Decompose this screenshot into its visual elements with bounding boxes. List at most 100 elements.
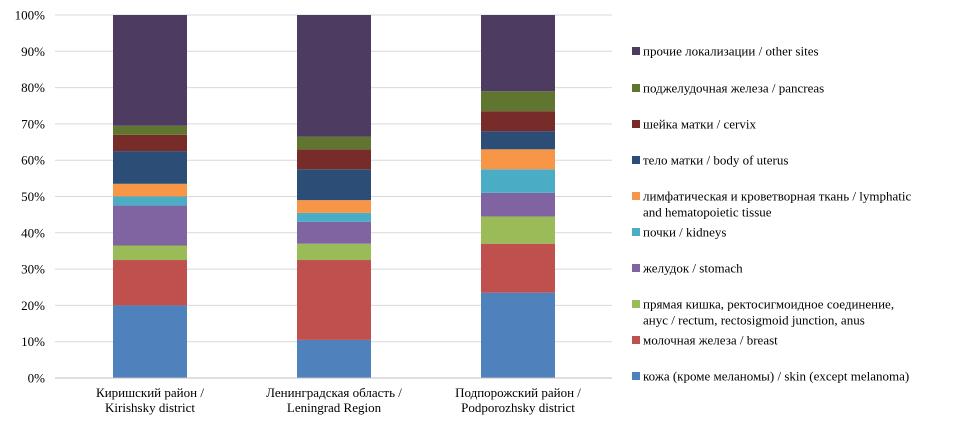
bar-segment <box>113 134 187 152</box>
legend-label: тело матки / body of uterus <box>643 153 788 168</box>
legend-item: шейка матки / cervix <box>632 117 756 132</box>
x-category-label: Подпорожский район / Podporozhsky distric… <box>455 385 581 415</box>
x-category-label-line: Ленинградская область / <box>266 385 402 400</box>
legend-label: поджелудочная железа / pancreas <box>643 81 824 96</box>
legend-item: лимфатическая и кроветворная ткань / lym… <box>632 189 912 220</box>
legend-swatch <box>632 264 640 272</box>
bar-segment <box>113 260 187 306</box>
x-category-label-line: Leningrad Region <box>287 400 382 415</box>
x-axis-category-labels: Киришский район / Kirishsky district Ленин… <box>96 385 581 415</box>
legend-label: молочная железа / breast <box>643 333 778 348</box>
x-category-label-line: Podporozhsky district <box>461 400 575 415</box>
legend-swatch <box>632 84 640 92</box>
legend-item: прямая кишка, ректосигмоидное соединение… <box>632 297 894 328</box>
legend-item: поджелудочная железа / pancreas <box>632 81 824 96</box>
legend-swatch <box>632 120 640 128</box>
bar-segment <box>481 243 555 293</box>
legend-label: желудок / stomach <box>642 261 743 276</box>
legend-label: шейка матки / cervix <box>643 117 756 132</box>
legend-swatch <box>632 372 640 380</box>
y-tick-label: 70% <box>21 116 45 131</box>
x-category-label: Киришский район / Kirishsky district <box>96 385 204 415</box>
legend-label-line: молочная железа / breast <box>643 333 778 348</box>
legend-item: кожа (кроме меланомы) / skin (except mel… <box>632 369 909 384</box>
bar-stack <box>113 15 187 378</box>
bar-segment <box>297 243 371 261</box>
bar-segment <box>481 292 555 378</box>
legend-item: молочная железа / breast <box>632 333 778 348</box>
legend-item: желудок / stomach <box>632 261 743 276</box>
legend-label: прямая кишка, ректосигмоидное соединение… <box>643 297 894 328</box>
bar-segment <box>113 205 187 246</box>
x-category-label-line: Kirishsky district <box>105 400 195 415</box>
y-axis-tick-labels: 0% 10% 20% 30% 40% 50% 60% 70% 80% 90% 100% <box>15 8 46 386</box>
legend-swatch <box>632 336 640 344</box>
bar-segment <box>113 151 187 184</box>
legend-item: прочие локализации / other sites <box>632 44 819 59</box>
legend-label: кожа (кроме меланомы) / skin (except mel… <box>643 369 909 384</box>
legend-label-line: шейка матки / cervix <box>643 117 756 132</box>
legend-swatch <box>632 47 640 55</box>
bar-segment <box>481 131 555 150</box>
bar-segment <box>297 136 371 150</box>
bar-segment <box>297 200 371 213</box>
bar-stack <box>481 15 555 378</box>
bar-segment <box>297 169 371 201</box>
bar-segment <box>481 111 555 132</box>
legend-item: почки / kidneys <box>632 225 726 240</box>
x-category-label-line: Подпорожский район / <box>455 385 581 400</box>
bar-segment <box>113 15 187 126</box>
legend-item: тело матки / body of uterus <box>632 153 788 168</box>
legend-label-line: лимфатическая и кроветворная ткань / lym… <box>643 189 912 204</box>
legend-label: почки / kidneys <box>643 225 726 240</box>
legend-label-line: and hematopoietic tissue <box>643 205 772 220</box>
legend-label-line: кожа (кроме меланомы) / skin (except mel… <box>643 369 909 384</box>
y-tick-label: 60% <box>21 153 45 168</box>
bar-segment <box>297 149 371 170</box>
y-tick-label: 30% <box>21 262 45 277</box>
y-tick-label: 90% <box>21 44 45 59</box>
bar-segment <box>113 196 187 206</box>
legend-swatch <box>632 300 640 308</box>
bar-segment <box>297 339 371 378</box>
legend-label-line: прямая кишка, ректосигмоидное соединение… <box>643 297 894 312</box>
y-tick-label: 10% <box>21 334 45 349</box>
legend-label-line: поджелудочная железа / pancreas <box>643 81 824 96</box>
bar-segment <box>113 183 187 197</box>
bars <box>113 15 555 378</box>
legend-label: лимфатическая и кроветворная ткань / lym… <box>643 189 912 220</box>
x-category-label: Ленинградская область / Leningrad Region <box>266 385 402 415</box>
legend-swatch <box>632 156 640 164</box>
legend-label-line: желудок / stomach <box>642 261 743 276</box>
y-tick-label: 80% <box>21 80 45 95</box>
bar-segment <box>481 216 555 244</box>
bar-segment <box>113 305 187 378</box>
bar-segment <box>481 169 555 193</box>
bar-segment <box>481 192 555 217</box>
y-tick-label: 0% <box>28 371 46 386</box>
bar-segment <box>297 260 371 340</box>
legend-label-line: прочие локализации / other sites <box>643 44 819 59</box>
legend-label-line: анус / rectum, rectosigmoid junction, an… <box>643 313 865 328</box>
legend-label-line: почки / kidneys <box>643 225 726 240</box>
y-tick-label: 50% <box>21 189 45 204</box>
y-tick-label: 40% <box>21 225 45 240</box>
y-tick-label: 20% <box>21 298 45 313</box>
x-category-label-line: Киришский район / <box>96 385 204 400</box>
legend-swatch <box>632 192 640 200</box>
bar-segment <box>113 125 187 135</box>
bar-segment <box>481 91 555 112</box>
y-tick-label: 100% <box>15 8 46 23</box>
bar-segment <box>297 15 371 137</box>
legend-label: прочие локализации / other sites <box>643 44 819 59</box>
bar-segment <box>297 221 371 244</box>
bar-segment <box>481 149 555 170</box>
bar-stack <box>297 15 371 378</box>
bar-segment <box>113 245 187 261</box>
legend-label-line: тело матки / body of uterus <box>643 153 788 168</box>
legend-swatch <box>632 228 640 236</box>
legend: прочие локализации / other sites поджелуд… <box>632 44 912 384</box>
bar-segment <box>297 212 371 222</box>
